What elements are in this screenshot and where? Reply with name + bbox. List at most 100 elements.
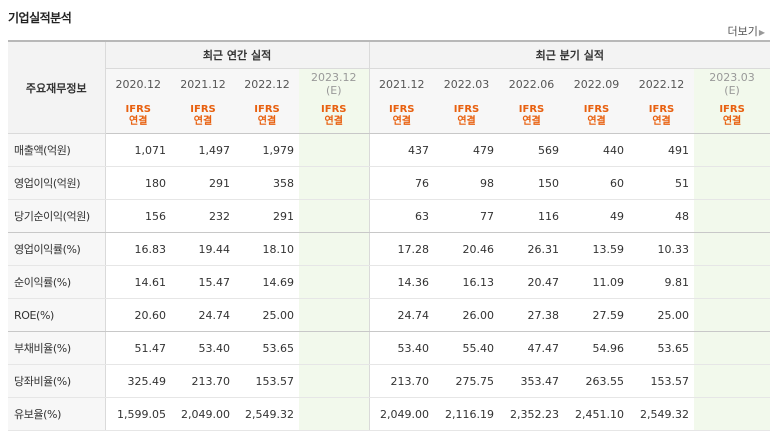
row-label: 부채비율(%) [8, 331, 105, 365]
value-cell: 20.47 [499, 265, 565, 299]
estimate-cell [694, 298, 771, 332]
value-cell: 53.40 [368, 331, 435, 365]
value-cell: 440 [564, 133, 630, 167]
value-cell: 1,979 [235, 133, 299, 167]
period-row: 2020.12 2021.12 2022.12 2023.12 (E) 2021.12 20… [8, 68, 771, 99]
ifrs-label: IFRS [254, 104, 280, 115]
table-row: 유보율(%) 1,599.05 2,049.00 2,549.32 2,049.00 2,… [8, 397, 771, 431]
value-cell: 60 [564, 166, 630, 200]
estimate-cell [299, 166, 370, 200]
value-cell: 16.83 [104, 232, 171, 266]
period-label: 2021.12 [379, 77, 425, 91]
period-label: 2022.03 [443, 77, 490, 91]
period-label: 2023.03 [709, 71, 755, 84]
value-cell: 353.47 [499, 364, 565, 398]
value-cell: 2,352.23 [499, 397, 565, 431]
value-cell: 14.61 [104, 265, 171, 299]
period-label: 2020.12 [115, 77, 162, 91]
value-cell: 25.00 [235, 298, 299, 332]
value-cell: 18.10 [235, 232, 299, 266]
consolidated-label: 연결 [722, 116, 742, 127]
ifrs-badge: IFRS 연결 [694, 99, 771, 134]
value-cell: 76 [368, 166, 435, 200]
estimate-cell [694, 331, 771, 365]
row-label: 유보율(%) [8, 397, 105, 431]
consolidated-label: 연결 [652, 116, 671, 127]
value-cell: 275.75 [434, 364, 500, 398]
estimate-mark: (E) [325, 84, 342, 97]
ifrs-label: IFRS [583, 104, 610, 115]
estimate-cell [694, 133, 771, 167]
ifrs-label: IFRS [125, 104, 151, 115]
value-cell: 51.47 [104, 331, 171, 365]
consolidated-label: 연결 [392, 116, 411, 127]
estimate-cell [299, 232, 370, 266]
period-quarter-1: 2022.03 [434, 68, 500, 99]
value-cell: 479 [434, 133, 500, 167]
value-cell: 54.96 [564, 331, 630, 365]
ifrs-badge: IFRS 연결 [434, 99, 500, 134]
value-cell: 1,599.05 [104, 397, 171, 431]
period-quarter-4: 2022.12 [629, 68, 695, 99]
row-label: 순이익률(%) [8, 265, 105, 299]
value-cell: 116 [499, 199, 565, 233]
value-cell: 1,497 [171, 133, 235, 167]
value-cell: 358 [235, 166, 299, 200]
ifrs-label: IFRS [453, 104, 480, 115]
quarter-group-header: 최근 분기 실적 [368, 40, 771, 69]
estimate-cell [299, 397, 370, 431]
estimate-cell [299, 199, 370, 233]
estimate-cell [299, 331, 370, 365]
estimate-cell [299, 364, 370, 398]
value-cell: 213.70 [171, 364, 235, 398]
value-cell: 569 [499, 133, 565, 167]
period-quarter-2: 2022.06 [499, 68, 565, 99]
value-cell: 20.46 [434, 232, 500, 266]
annual-group-header: 최근 연간 실적 [104, 40, 370, 69]
ifrs-badge: IFRS 연결 [564, 99, 630, 134]
period-label: 2022.12 [638, 77, 685, 91]
value-cell: 1,071 [104, 133, 171, 167]
estimate-cell [694, 265, 771, 299]
consolidated-label: 연결 [129, 116, 148, 127]
more-link[interactable]: 더보기▶ [727, 23, 765, 39]
item-header: 주요재무정보 [8, 40, 105, 134]
consolidated-label: 연결 [324, 116, 343, 127]
consolidated-label: 연결 [587, 116, 606, 127]
consolidated-label: 연결 [457, 116, 476, 127]
value-cell: 24.74 [368, 298, 435, 332]
value-cell: 15.47 [171, 265, 235, 299]
value-cell: 24.74 [171, 298, 235, 332]
ifrs-label: IFRS [648, 104, 675, 115]
value-cell: 263.55 [564, 364, 630, 398]
value-cell: 2,549.32 [235, 397, 299, 431]
value-cell: 13.59 [564, 232, 630, 266]
table-row: 당좌비율(%) 325.49 213.70 153.57 213.70 275.75 353… [8, 364, 771, 398]
estimate-cell [299, 298, 370, 332]
value-cell: 16.13 [434, 265, 500, 299]
value-cell: 9.81 [629, 265, 695, 299]
ifrs-label: IFRS [719, 104, 745, 115]
value-cell: 437 [368, 133, 435, 167]
row-label: 당기순이익(억원) [8, 199, 105, 233]
consolidated-label: 연결 [522, 116, 541, 127]
row-label: ROE(%) [8, 298, 105, 332]
consolidated-label: 연결 [193, 116, 213, 127]
value-cell: 48 [629, 199, 695, 233]
ifrs-row: IFRS 연결 IFRS 연결 IFRS 연결 IFRS 연결 IFRS 연결 IFRS 연결 IFRS… [8, 99, 771, 134]
value-cell: 17.28 [368, 232, 435, 266]
value-cell: 14.36 [368, 265, 435, 299]
value-cell: 2,549.32 [629, 397, 695, 431]
period-quarter-3: 2022.09 [564, 68, 630, 99]
value-cell: 291 [235, 199, 299, 233]
value-cell: 77 [434, 199, 500, 233]
financial-table: 주요재무정보 최근 연간 실적 최근 분기 실적 2020.12 2021.12 2… [8, 40, 771, 431]
estimate-mark: (E) [724, 84, 740, 97]
ifrs-badge: IFRS 연결 [299, 99, 370, 134]
value-cell: 27.59 [564, 298, 630, 332]
table-row: 부채비율(%) 51.47 53.40 53.65 53.40 55.40 47.47 54.… [8, 331, 771, 365]
more-label: 더보기 [727, 25, 758, 38]
value-cell: 213.70 [368, 364, 435, 398]
estimate-cell [694, 166, 771, 200]
value-cell: 11.09 [564, 265, 630, 299]
